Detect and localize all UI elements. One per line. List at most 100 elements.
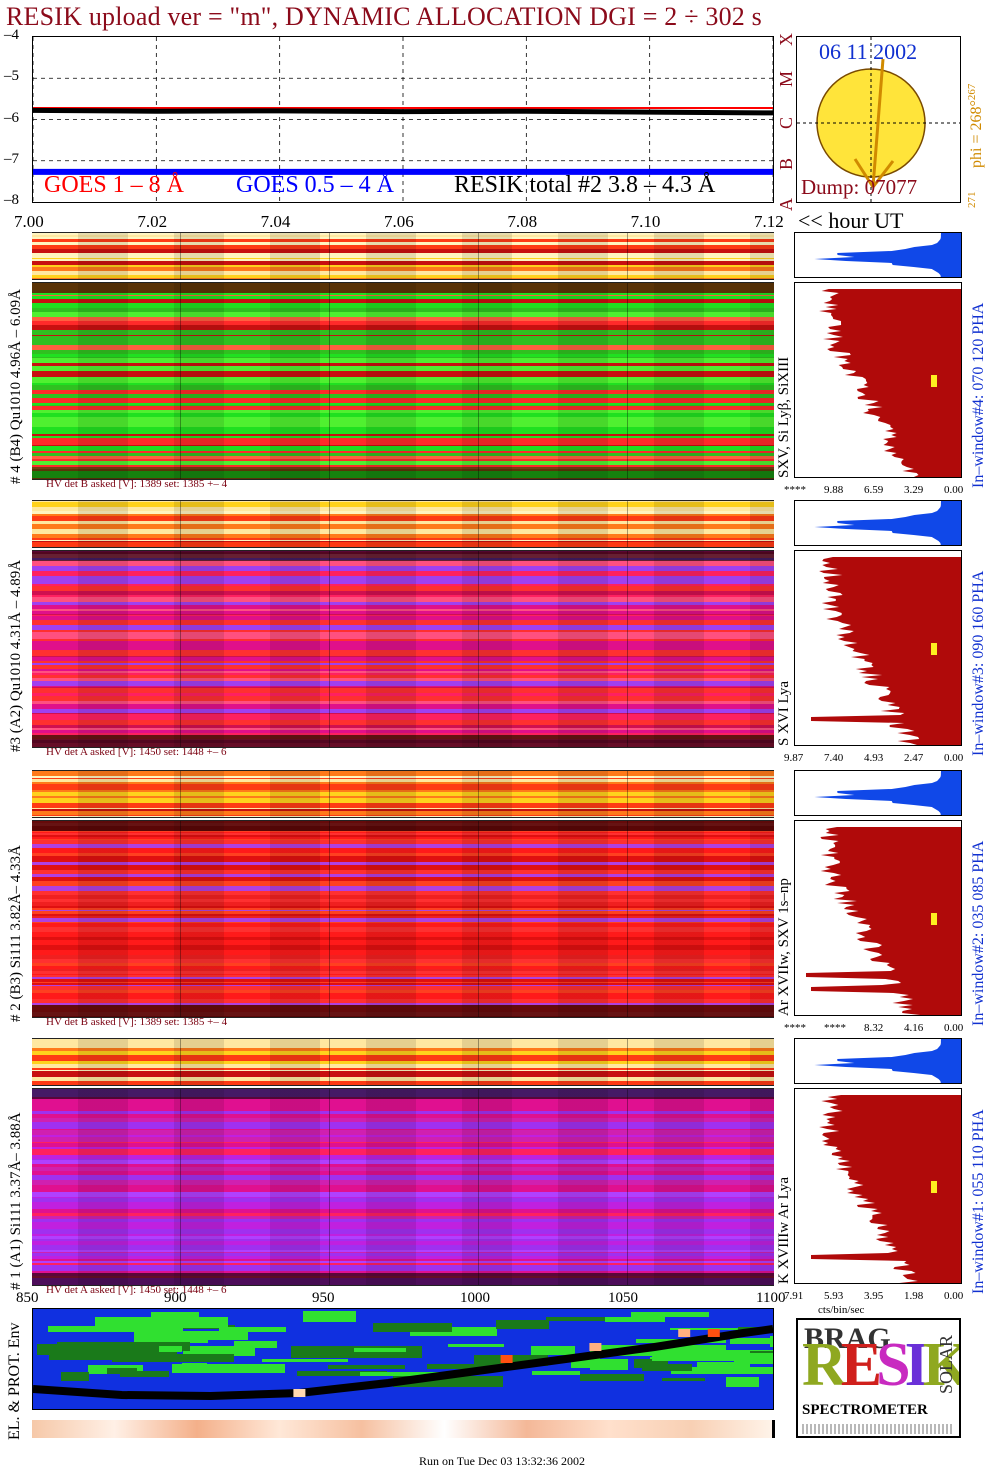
orbit-marker xyxy=(589,1343,602,1351)
orbit-marker xyxy=(293,1389,306,1397)
page-title: RESIK upload ver = "m", DYNAMIC ALLOCATI… xyxy=(6,2,762,31)
pha-tick-label: 0.00 xyxy=(944,752,964,764)
pha-hist-ch4 xyxy=(794,282,962,478)
y-tick-label: –5 xyxy=(4,68,19,85)
pha-hist-ch2 xyxy=(794,820,962,1016)
legend-resik-total: RESIK total #2 3.8 – 4.3 Å xyxy=(454,172,716,198)
hv-info-ch2: HV det B asked [V]: 1389 set: 1385 +– 4 xyxy=(46,1016,228,1028)
flare-class-label: C xyxy=(776,116,796,129)
pha-tick-label: 3.95 xyxy=(864,1290,884,1302)
env-x-tick-label: 1050 xyxy=(608,1290,638,1306)
orbit-marker xyxy=(500,1355,513,1363)
pha-window-marker xyxy=(931,375,937,387)
pha-hist-ch1 xyxy=(794,1088,962,1284)
x-tick-label: 7.02 xyxy=(137,212,168,231)
pha-top-chart-ch4 xyxy=(814,233,961,277)
window-ch2: In–window#2: 035 085 PHA xyxy=(970,840,987,1026)
goes-flux-chart xyxy=(33,37,773,202)
pha-tick-label: 2.47 xyxy=(904,752,924,764)
pha-tick-label: 9.87 xyxy=(784,752,804,764)
pha-tick-label: 5.93 xyxy=(824,1290,844,1302)
pha-hist-chart-ch1 xyxy=(811,1095,961,1283)
y-tick-label: –6 xyxy=(4,109,19,126)
pha-tick-label: 4.16 xyxy=(904,1022,924,1034)
hv-info-ch4: HV det B asked [V]: 1389 set: 1385 +– 4 xyxy=(46,478,228,490)
pha-top-profile xyxy=(814,1039,961,1083)
pha-top-ch2 xyxy=(794,770,962,816)
y-tick-label: –7 xyxy=(4,150,19,167)
spectrogram-top-ch1 xyxy=(32,1038,774,1086)
pointing-arrow xyxy=(871,58,885,188)
y-tick-label: –8 xyxy=(4,192,19,208)
channel-label-ch1: # 1 (A1) Si111 3.37Å– 3.88Å xyxy=(8,1112,24,1290)
flare-class-label: B xyxy=(776,157,796,170)
legend-goes-long: GOES 1 – 8 Å xyxy=(44,172,185,198)
spectrogram-top-ch2 xyxy=(32,770,774,818)
pha-tick-label: **** xyxy=(824,1022,846,1034)
pha-unit: cts/bin/sec xyxy=(818,1304,865,1316)
env-x-tick-label: 1000 xyxy=(460,1290,490,1306)
pha-top-ch4 xyxy=(794,232,962,278)
env-strip xyxy=(32,1420,774,1438)
pha-tick-label: 0.00 xyxy=(944,484,964,496)
pha-tick-label: 7.91 xyxy=(784,1290,804,1302)
pha-top-ch1 xyxy=(794,1038,962,1084)
env-x-tick-label: 850 xyxy=(16,1290,39,1306)
phi-label: phi = 268°267 xyxy=(966,83,986,168)
pha-tick-label: 8.32 xyxy=(864,1022,884,1034)
window-ch1: In–window#1: 055 110 PHA xyxy=(970,1109,987,1294)
pha-tick-label: 9.88 xyxy=(824,484,844,496)
pha-top-ch3 xyxy=(794,500,962,546)
flare-class-label: A xyxy=(776,198,796,211)
hv-info-ch1: HV det A asked [V]: 1450 set: 1448 +– 6 xyxy=(46,1284,227,1296)
pha-tick-label: 0.00 xyxy=(944,1290,964,1302)
pha-window-marker xyxy=(931,643,937,655)
env-panel xyxy=(32,1308,774,1410)
run-info: Run on Tue Dec 03 13:32:36 2002 xyxy=(418,1454,585,1468)
pha-tick-label: 1.98 xyxy=(904,1290,924,1302)
window-ch3: In–window#3: 090 160 PHA xyxy=(970,570,987,756)
pha-hist-ch3 xyxy=(794,550,962,746)
env-chart xyxy=(33,1311,773,1401)
flare-class-label: M xyxy=(776,71,796,88)
spectrogram-ch3 xyxy=(32,550,774,748)
pha-histogram xyxy=(811,1095,961,1283)
window-ch4: In–window#4: 070 120 PHA xyxy=(970,302,987,488)
flare-class-label: X xyxy=(776,33,796,46)
line-ids-ch4: SXV, Si Lyβ, SiXIII xyxy=(776,356,792,478)
pha-tick-label: 4.93 xyxy=(864,752,884,764)
env-x-tick-label: 950 xyxy=(312,1290,335,1306)
x-tick-label: 7.06 xyxy=(384,212,414,231)
pha-hist-chart-ch3 xyxy=(811,557,961,745)
pha-top-chart-ch1 xyxy=(814,1039,961,1083)
time-axis-unit: << hour UT xyxy=(798,208,904,233)
legend-goes-short: GOES 0.5 – 4 Å xyxy=(236,172,395,198)
pha-tick-label: 0.00 xyxy=(944,1022,964,1034)
orbit-marker xyxy=(707,1329,720,1337)
env-x-tick-label: 900 xyxy=(164,1290,187,1306)
pha-histogram xyxy=(811,557,961,745)
spectrogram-ch2 xyxy=(32,820,774,1018)
observation-date: 06 11 2002 xyxy=(819,39,918,64)
pha-ticks-ch4: **** 9.88 6.59 3.29 0.00 xyxy=(780,484,970,498)
sun-disk-diagram xyxy=(797,37,960,202)
pha-top-profile xyxy=(814,233,961,277)
pha-tick-label: **** xyxy=(784,484,806,496)
y-tick-label: –4 xyxy=(4,27,19,43)
pha-top-profile xyxy=(814,501,961,545)
pha-top-profile xyxy=(814,771,961,815)
series-line-3 xyxy=(33,107,773,116)
orbit-track xyxy=(33,1325,773,1401)
phi-low-label: 271 xyxy=(966,191,978,209)
pha-window-marker xyxy=(931,1181,937,1193)
pha-hist-chart-ch2 xyxy=(806,827,961,1015)
x-tick-label: 7.10 xyxy=(630,212,661,231)
pha-histogram xyxy=(819,289,961,477)
spectrogram-ch4 xyxy=(32,282,774,480)
resik-logo: BRAG RESIK SOLAR SPECTROMETER xyxy=(796,1318,961,1438)
sun-panel: 06 11 2002 Dump: 07077 xyxy=(796,36,961,203)
spectrogram-top-ch4 xyxy=(32,232,774,280)
pha-top-chart-ch2 xyxy=(814,771,961,815)
channel-label-ch3: #3 (A2) Qu1010 4.31Å – 4.89Å xyxy=(8,559,24,752)
pha-tick-label: 7.40 xyxy=(824,752,844,764)
